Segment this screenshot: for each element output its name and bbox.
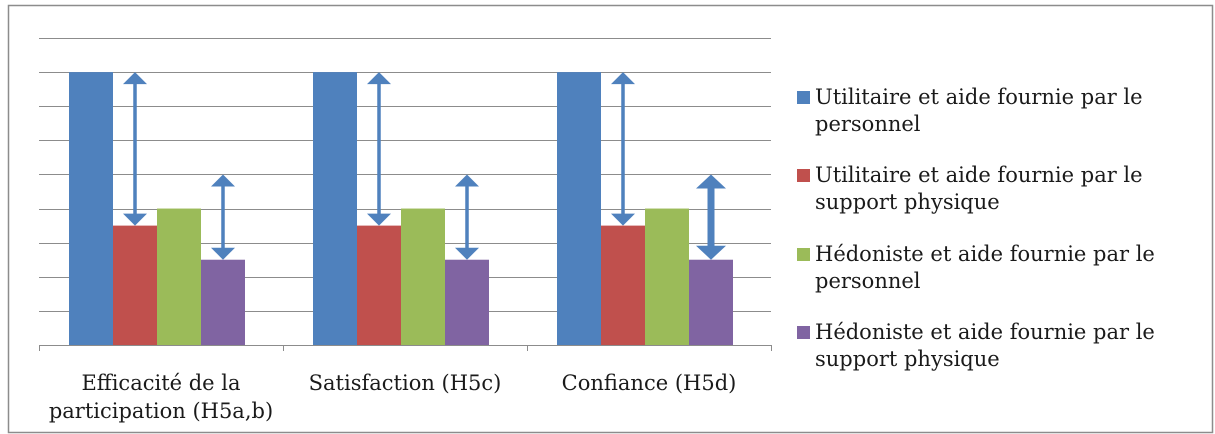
legend-swatch-series-2 [797,169,810,182]
category-label: Efficacité de la [81,371,240,395]
bar-series-1-category-1 [69,72,113,345]
bar-series-2-category-1 [113,225,157,345]
category-label: Confiance (H5d) [562,371,737,395]
bar-series-4-category-1 [201,259,245,345]
legend-label-series-3: personnel [815,269,921,293]
double-arrow-annotation [696,174,726,260]
bar-series-4-category-2 [445,259,489,345]
double-arrow-annotation [611,72,635,226]
double-arrow-annotation [123,72,147,226]
bar-series-1-category-2 [313,72,357,345]
legend-label-series-1: Utilitaire et aide fournie par le [815,85,1143,109]
legend-label-series-3: Hédoniste et aide fournie par le [815,242,1155,266]
legend-label-series-1: personnel [815,112,921,136]
legend-label-series-4: support physique [815,347,1000,371]
double-arrow-annotation [211,174,235,260]
bar-series-3-category-1 [157,208,201,345]
bar-series-2-category-3 [601,225,645,345]
bar-series-3-category-3 [645,208,689,345]
bar-series-2-category-2 [357,225,401,345]
category-label: participation (H5a,b) [49,399,273,423]
double-arrow-annotation [455,174,479,260]
legend-label-series-2: support physique [815,190,1000,214]
chart-border [7,4,1214,434]
category-label: Satisfaction (H5c) [309,371,502,395]
legend-swatch-series-3 [797,248,810,261]
legend-label-series-4: Hédoniste et aide fournie par le [815,320,1155,344]
legend-swatch-series-1 [797,91,810,104]
double-arrow-annotation [367,72,391,226]
bar-series-4-category-3 [689,259,733,345]
bar-series-1-category-3 [557,72,601,345]
legend-swatch-series-4 [797,326,810,339]
legend-label-series-2: Utilitaire et aide fournie par le [815,163,1143,187]
bar-series-3-category-2 [401,208,445,345]
